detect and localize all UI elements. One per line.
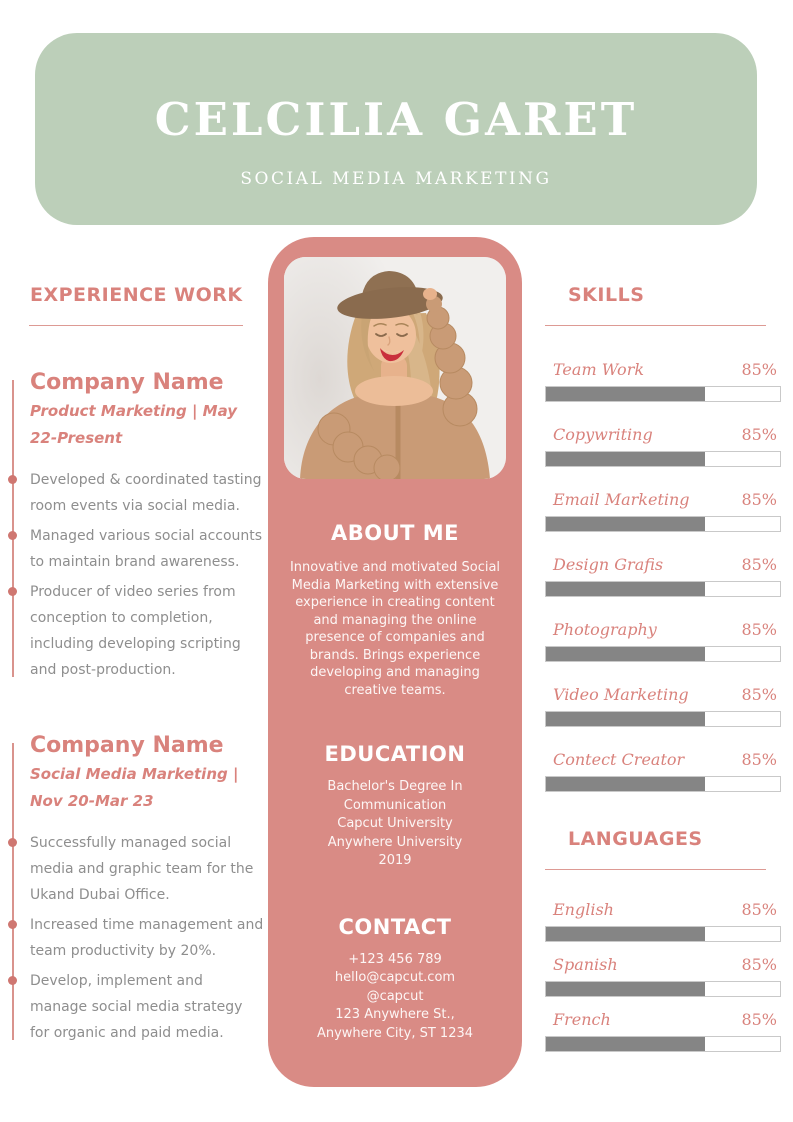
- portrait-photo: [284, 257, 506, 479]
- languages-title: LANGUAGES: [568, 828, 703, 850]
- skill-bar-fill: [546, 647, 706, 661]
- skill-bar-fill: [546, 452, 706, 466]
- contact-lines: +123 456 789 hello@capcut.com @capcut 12…: [284, 951, 506, 1044]
- skill-label: Contect Creator: [553, 750, 685, 769]
- skill-row: Copywriting 85%: [545, 425, 781, 467]
- languages-list: English 85% Spanish 85% French 85%: [545, 900, 781, 1052]
- bullet-item: Successfully managed social media and gr…: [8, 830, 264, 908]
- bullet-item: Develop, implement and manage social med…: [8, 968, 264, 1046]
- contact-address-line: Anywhere City, ST 1234: [316, 1025, 474, 1041]
- experience-column: EXPERIENCE WORK Company Name Product Mar…: [8, 284, 264, 1050]
- company-meta: Social Media Marketing | Nov 20-Mar 23: [30, 765, 239, 810]
- experience-bullets: Successfully managed social media and gr…: [8, 830, 264, 1046]
- skill-row: Design Grafis 85%: [545, 555, 781, 597]
- language-percent: 85%: [741, 955, 777, 974]
- contact-address-line: 123 Anywhere St.,: [335, 1007, 455, 1022]
- skill-label: Team Work: [553, 360, 645, 379]
- skill-percent: 85%: [741, 555, 777, 574]
- person-name: CELCILIA GARET: [154, 93, 638, 146]
- education-line: 2019: [378, 853, 412, 868]
- education-title: EDUCATION: [324, 742, 466, 766]
- contact-handle: @capcut: [366, 988, 424, 1004]
- skill-percent: 85%: [741, 685, 777, 704]
- skill-bar-fill: [546, 387, 706, 401]
- skill-label: Photography: [553, 620, 657, 639]
- experience-entry: Company Name Product Marketing | May 22-…: [8, 370, 264, 683]
- language-bar: [545, 1036, 781, 1052]
- skill-bar-fill: [546, 777, 706, 791]
- bullet-item: Developed & coordinated tasting room eve…: [8, 467, 264, 519]
- skill-row: Email Marketing 85%: [545, 490, 781, 532]
- language-row: English 85%: [545, 900, 781, 942]
- skill-label: Video Marketing: [553, 685, 689, 704]
- skill-bar: [545, 581, 781, 597]
- company-name: Company Name: [30, 732, 224, 758]
- skill-bar: [545, 646, 781, 662]
- skills-column: SKILLS Team Work 85% Copywriting 85% Ema…: [545, 284, 781, 1065]
- skill-percent: 85%: [741, 750, 777, 769]
- skill-bar-fill: [546, 712, 706, 726]
- bullet-item: Producer of video series from conception…: [8, 579, 264, 683]
- company-meta: Product Marketing | May 22-Present: [30, 402, 238, 447]
- language-row: Spanish 85%: [545, 955, 781, 997]
- skills-title: SKILLS: [568, 284, 645, 306]
- language-label: Spanish: [553, 955, 618, 974]
- skill-label: Design Grafis: [553, 555, 664, 574]
- experience-entry: Company Name Social Media Marketing | No…: [8, 732, 264, 1046]
- skill-label: Email Marketing: [553, 490, 690, 509]
- education-lines: Bachelor's Degree In Communication Capcu…: [284, 778, 506, 871]
- language-percent: 85%: [741, 900, 777, 919]
- skill-percent: 85%: [741, 360, 777, 379]
- experience-bullets: Developed & coordinated tasting room eve…: [8, 467, 264, 683]
- skill-bar: [545, 516, 781, 532]
- skill-percent: 85%: [741, 425, 777, 444]
- skills-divider: [545, 325, 766, 326]
- contact-phone: +123 456 789: [348, 951, 442, 967]
- contact-email: hello@capcut.com: [334, 970, 456, 985]
- language-percent: 85%: [741, 1010, 777, 1029]
- skill-bar-fill: [546, 517, 706, 531]
- timeline-line: [12, 380, 14, 677]
- portrait-illustration: [284, 257, 506, 479]
- skill-percent: 85%: [741, 620, 777, 639]
- skill-row: Video Marketing 85%: [545, 685, 781, 727]
- language-bar-fill: [546, 1037, 706, 1051]
- language-bar: [545, 981, 781, 997]
- skills-list: Team Work 85% Copywriting 85% Email Mark…: [545, 360, 781, 792]
- timeline-line: [12, 742, 14, 1040]
- experience-divider: [29, 325, 243, 326]
- language-row: French 85%: [545, 1010, 781, 1052]
- language-label: French: [553, 1010, 611, 1029]
- skill-bar: [545, 451, 781, 467]
- language-bar: [545, 926, 781, 942]
- about-title: ABOUT ME: [330, 521, 460, 545]
- languages-divider: [545, 869, 766, 870]
- skill-row: Team Work 85%: [545, 360, 781, 402]
- center-panel: ABOUT ME Innovative and motivated Social…: [268, 237, 522, 1087]
- person-role: SOCIAL MEDIA MARKETING: [240, 169, 552, 189]
- skill-bar-fill: [546, 582, 706, 596]
- bullet-item: Managed various social accounts to maint…: [8, 523, 264, 575]
- skill-label: Copywriting: [553, 425, 653, 444]
- contact-title: CONTACT: [338, 914, 452, 939]
- skill-bar: [545, 386, 781, 402]
- about-text: Innovative and motivated Social Media Ma…: [289, 560, 501, 698]
- language-label: English: [553, 900, 614, 919]
- skill-row: Contect Creator 85%: [545, 750, 781, 792]
- bullet-item: Increased time management and team produ…: [8, 912, 264, 964]
- education-line: Capcut University: [337, 816, 453, 831]
- skill-bar: [545, 776, 781, 792]
- skill-percent: 85%: [741, 490, 777, 509]
- experience-title: EXPERIENCE WORK: [30, 284, 243, 306]
- education-line: Bachelor's Degree In Communication: [327, 779, 463, 813]
- skill-row: Photography 85%: [545, 620, 781, 662]
- language-bar-fill: [546, 982, 706, 996]
- language-bar-fill: [546, 927, 706, 941]
- header-band: CELCILIA GARET SOCIAL MEDIA MARKETING: [35, 33, 757, 225]
- education-line: Anywhere University: [327, 834, 463, 850]
- skill-bar: [545, 711, 781, 727]
- company-name: Company Name: [30, 370, 224, 395]
